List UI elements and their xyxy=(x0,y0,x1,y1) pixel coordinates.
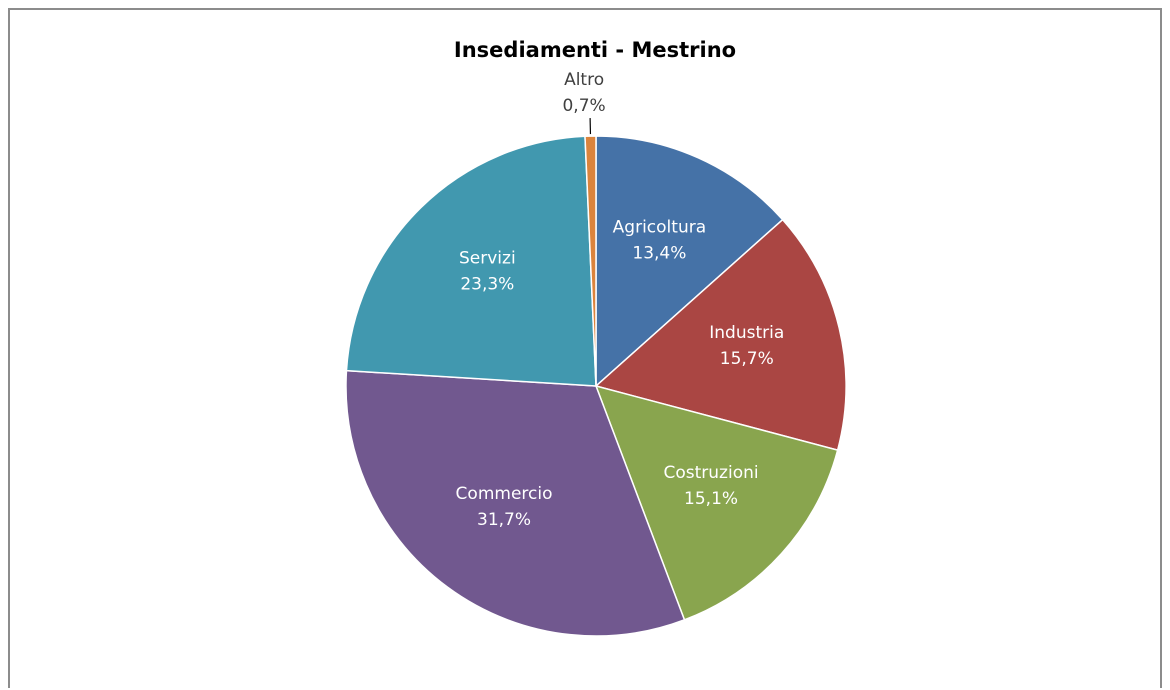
slice-label-altro: Altro xyxy=(564,70,604,90)
slice-label-commercio: Commercio xyxy=(456,484,553,504)
slice-value-altro: 0,7% xyxy=(562,96,605,116)
pie-slice-agricoltura xyxy=(595,135,784,388)
slice-value-commercio: 31,7% xyxy=(477,510,531,530)
slice-value-industria: 15,7% xyxy=(720,349,774,369)
slice-label-servizi: Servizi xyxy=(459,248,516,268)
pie-slice-servizi xyxy=(345,135,597,387)
chart-title: Insediamenti - Mestrino xyxy=(453,38,737,62)
slice-label-costruzioni: Costruzioni xyxy=(664,463,759,483)
pie-slice-altro xyxy=(584,135,597,387)
pie-slice-commercio xyxy=(345,369,686,637)
slice-label-agricoltura: Agricoltura xyxy=(613,218,706,238)
slice-value-costruzioni: 15,1% xyxy=(684,489,738,509)
slice-label-industria: Industria xyxy=(709,323,784,343)
slice-value-servizi: 23,3% xyxy=(460,274,514,294)
pie-slice-costruzioni xyxy=(594,384,839,621)
slice-value-agricoltura: 13,4% xyxy=(632,244,686,264)
pie-slice-industria xyxy=(594,218,847,452)
